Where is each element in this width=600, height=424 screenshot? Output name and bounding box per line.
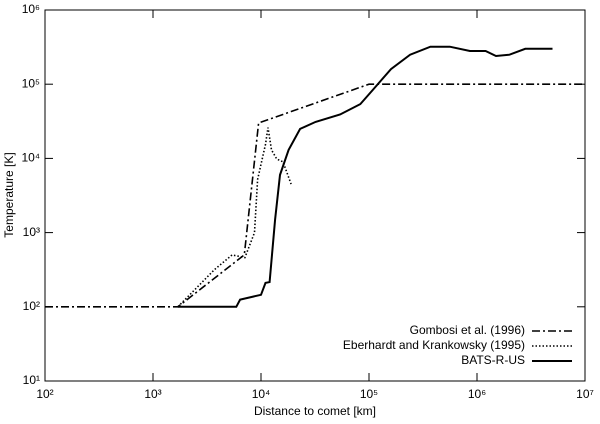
plot-frame xyxy=(44,9,586,382)
x-tick-label: 10² xyxy=(36,387,53,401)
legend-label: Gombosi et al. (1996) xyxy=(410,323,525,337)
y-tick-label: 10³ xyxy=(23,225,40,239)
x-tick-label: 10³ xyxy=(144,387,161,401)
x-tick-label: 10⁷ xyxy=(576,387,594,401)
legend-label: Eberhardt and Krankowsky (1995) xyxy=(343,338,525,352)
x-tick-label: 10⁶ xyxy=(468,387,486,401)
series-line xyxy=(177,127,292,308)
y-axis-label: Temperature [K] xyxy=(2,152,16,237)
y-tick-label: 10⁴ xyxy=(21,151,40,165)
x-axis-label: Distance to comet [km] xyxy=(254,404,376,418)
x-tick-label: 10⁴ xyxy=(252,387,271,401)
y-tick-label: 10¹ xyxy=(23,373,40,387)
legend-label: BATS-R-US xyxy=(461,353,525,367)
y-tick-label: 10² xyxy=(23,299,40,313)
x-tick-label: 10⁵ xyxy=(360,387,378,401)
series-line xyxy=(177,45,553,308)
series-line xyxy=(45,83,585,308)
y-tick-label: 10⁵ xyxy=(22,76,40,90)
y-tick-label: 10⁶ xyxy=(22,2,40,16)
